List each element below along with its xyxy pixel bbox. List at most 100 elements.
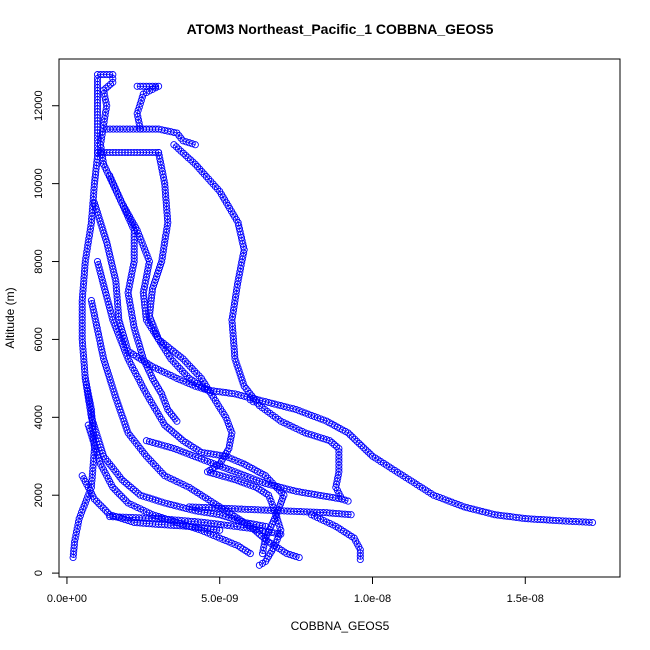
data-point bbox=[109, 483, 117, 491]
data-point bbox=[348, 433, 357, 441]
data-point bbox=[179, 137, 187, 145]
data-point bbox=[317, 415, 325, 423]
data-point bbox=[72, 531, 80, 539]
data-point bbox=[572, 518, 580, 526]
data-point bbox=[84, 493, 92, 501]
y-tick-label: 6000 bbox=[33, 327, 45, 351]
data-point bbox=[163, 423, 171, 431]
series-7 bbox=[145, 148, 597, 527]
data-point bbox=[176, 365, 184, 373]
data-point bbox=[93, 136, 102, 144]
data-point bbox=[225, 465, 233, 474]
data-point bbox=[120, 346, 129, 354]
data-point bbox=[145, 494, 153, 502]
data-point bbox=[122, 479, 131, 488]
data-point bbox=[176, 447, 184, 455]
data-point bbox=[159, 393, 167, 401]
data-point bbox=[335, 448, 343, 456]
data-point bbox=[149, 460, 157, 468]
data-point bbox=[202, 173, 210, 181]
data-point bbox=[173, 374, 181, 382]
data-point bbox=[552, 516, 560, 525]
data-point bbox=[182, 449, 190, 457]
data-point bbox=[323, 436, 331, 444]
data-point bbox=[219, 463, 227, 471]
data-point bbox=[167, 355, 175, 363]
data-point bbox=[135, 339, 143, 347]
data-point bbox=[84, 394, 92, 402]
data-point bbox=[234, 277, 242, 285]
data-point bbox=[198, 168, 206, 176]
data-point bbox=[167, 444, 175, 452]
data-point bbox=[155, 497, 163, 505]
data-point bbox=[562, 517, 570, 525]
data-point bbox=[138, 239, 146, 247]
data-point bbox=[184, 360, 192, 368]
data-point bbox=[104, 82, 112, 90]
series-4 bbox=[133, 82, 163, 133]
series-19 bbox=[185, 503, 355, 519]
data-point bbox=[71, 535, 79, 543]
series-line bbox=[146, 440, 342, 500]
data-point bbox=[118, 340, 126, 348]
data-point bbox=[193, 369, 201, 378]
data-point bbox=[171, 415, 179, 423]
data-point bbox=[267, 497, 275, 505]
data-point bbox=[200, 456, 208, 464]
data-point bbox=[237, 459, 245, 467]
data-point bbox=[137, 345, 145, 354]
data-point bbox=[174, 351, 182, 359]
data-point bbox=[158, 257, 166, 266]
data-point bbox=[158, 390, 166, 398]
x-axis: 0.0e+00 5.0e-09 1.0e-08 1.5e-08 bbox=[47, 576, 544, 605]
data-point bbox=[274, 530, 282, 538]
data-point bbox=[204, 519, 212, 527]
data-point bbox=[366, 450, 374, 458]
data-point bbox=[164, 405, 172, 414]
data-point bbox=[136, 491, 144, 499]
data-point bbox=[165, 425, 173, 433]
data-point bbox=[134, 336, 142, 344]
data-point bbox=[228, 467, 236, 475]
data-point bbox=[175, 145, 183, 153]
data-point bbox=[213, 520, 222, 528]
data-point bbox=[207, 458, 215, 467]
data-point bbox=[436, 493, 444, 502]
series-18 bbox=[307, 511, 364, 564]
data-point bbox=[135, 103, 143, 111]
data-point bbox=[71, 538, 79, 546]
data-point bbox=[249, 398, 257, 406]
data-point bbox=[80, 502, 88, 510]
data-point bbox=[139, 492, 147, 500]
data-point bbox=[246, 481, 254, 489]
data-point bbox=[173, 446, 181, 454]
data-point bbox=[328, 439, 336, 447]
data-point bbox=[152, 276, 160, 284]
data-point bbox=[191, 453, 199, 461]
data-point bbox=[132, 330, 140, 338]
data-point bbox=[310, 432, 318, 440]
data-point bbox=[152, 496, 160, 504]
data-point bbox=[118, 476, 126, 484]
data-point bbox=[136, 100, 144, 108]
data-point bbox=[93, 497, 101, 505]
data-point bbox=[167, 410, 175, 418]
data-point bbox=[278, 489, 286, 497]
data-point bbox=[283, 550, 291, 558]
x-tick-label: 5.0e-09 bbox=[201, 593, 238, 605]
data-point bbox=[145, 437, 153, 446]
data-point bbox=[109, 125, 117, 133]
data-point bbox=[138, 93, 146, 101]
data-point bbox=[258, 550, 267, 558]
data-point bbox=[236, 370, 244, 378]
data-point bbox=[335, 454, 343, 463]
data-point bbox=[119, 343, 127, 351]
data-point bbox=[106, 80, 115, 88]
data-point bbox=[228, 515, 236, 523]
data-point bbox=[161, 399, 169, 407]
data-point bbox=[155, 267, 163, 275]
data-point bbox=[304, 430, 312, 438]
data-point bbox=[137, 96, 145, 105]
data-point bbox=[120, 478, 128, 486]
data-point bbox=[150, 279, 159, 287]
